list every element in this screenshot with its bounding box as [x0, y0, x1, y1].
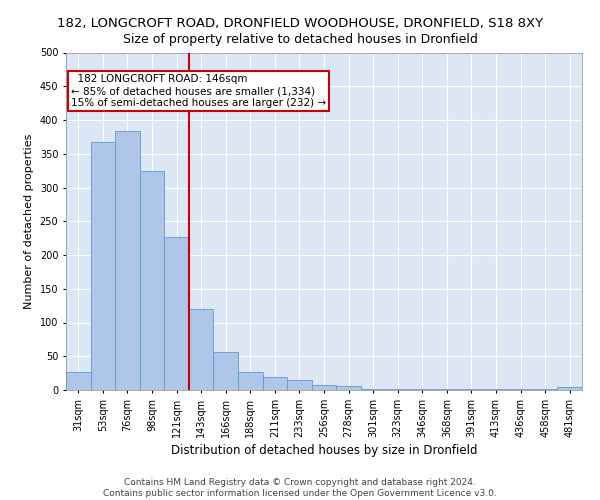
Bar	[164, 238, 189, 390]
Text: Contains HM Land Registry data © Crown copyright and database right 2024.
Contai: Contains HM Land Registry data © Crown c…	[103, 478, 497, 498]
Bar	[336, 386, 361, 390]
Bar	[91, 142, 115, 390]
Bar	[385, 388, 410, 390]
Bar	[214, 352, 238, 390]
Bar	[312, 386, 336, 390]
Bar	[66, 372, 91, 390]
Text: 182, LONGCROFT ROAD, DRONFIELD WOODHOUSE, DRONFIELD, S18 8XY: 182, LONGCROFT ROAD, DRONFIELD WOODHOUSE…	[57, 18, 543, 30]
Bar	[189, 309, 214, 390]
Bar	[115, 132, 140, 390]
Bar	[410, 388, 434, 390]
Bar	[263, 376, 287, 390]
Text: 182 LONGCROFT ROAD: 146sqm
← 85% of detached houses are smaller (1,334)
15% of s: 182 LONGCROFT ROAD: 146sqm ← 85% of deta…	[71, 74, 326, 108]
Y-axis label: Number of detached properties: Number of detached properties	[24, 134, 34, 309]
Bar	[140, 170, 164, 390]
Bar	[361, 388, 385, 390]
Bar	[287, 380, 312, 390]
Text: Size of property relative to detached houses in Dronfield: Size of property relative to detached ho…	[122, 32, 478, 46]
Bar	[238, 372, 263, 390]
X-axis label: Distribution of detached houses by size in Dronfield: Distribution of detached houses by size …	[171, 444, 477, 457]
Bar	[557, 388, 582, 390]
